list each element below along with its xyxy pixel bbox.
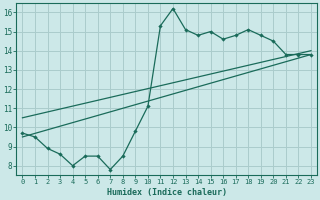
X-axis label: Humidex (Indice chaleur): Humidex (Indice chaleur) [107,188,227,197]
